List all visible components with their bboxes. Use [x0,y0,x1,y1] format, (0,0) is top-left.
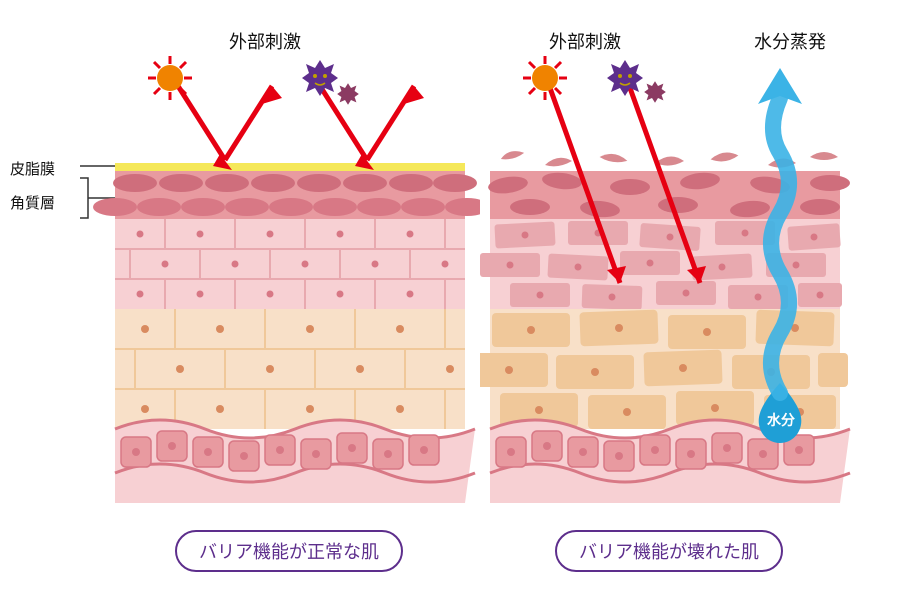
skin-panel-healthy [70,48,480,528]
water-label: 水分 [767,410,795,430]
skin-panel-damaged [480,48,880,528]
sebum-label: 皮脂膜 [10,158,55,179]
corneum-label: 角質層 [10,192,55,213]
virus-icon [302,60,338,96]
sun-icon [148,56,192,100]
caption-healthy: バリア機能が正常な肌 [175,530,403,572]
sun-icon-right [523,56,567,100]
virus-small-right [644,81,666,103]
caption-damaged: バリア機能が壊れた肌 [555,530,783,572]
virus-icon-right [607,60,643,96]
virus-small-icon [337,83,359,105]
